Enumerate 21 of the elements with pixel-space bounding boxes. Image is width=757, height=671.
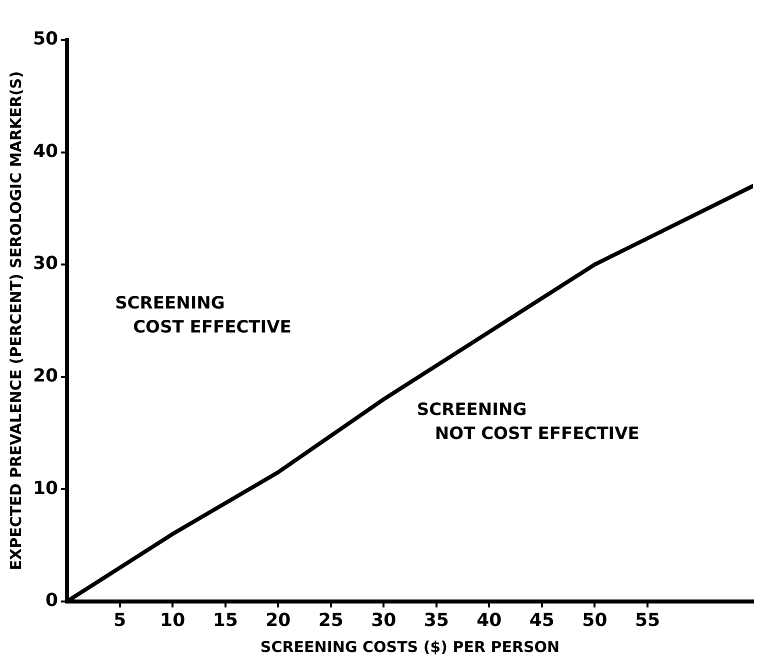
y-axis-title: EXPECTED PREVALENCE (PERCENT) SEROLOGIC MARKER(S) (6, 71, 25, 570)
annotation: SCREENING COST EFFECTIVE (115, 293, 292, 338)
y-tick-label: 20 (32, 366, 58, 387)
y-tick-label: 0 (46, 590, 58, 612)
annotation: SCREENING NOT COST EFFECTIVE (416, 400, 640, 444)
x-tick-label: 5 (114, 610, 126, 631)
x-tick-label: 50 (582, 610, 608, 631)
y-tick-label: 50 (32, 28, 58, 50)
y-tick-label: 30 (32, 253, 58, 274)
x-tick-label: 25 (318, 610, 344, 631)
x-axis-title: SCREENING COSTS ($) PER PERSON (260, 638, 560, 656)
y-tick-label: 10 (32, 478, 58, 499)
x-tick-label: 40 (476, 610, 502, 631)
x-tick-label: 30 (371, 610, 396, 631)
y-tick-label: 40 (32, 140, 58, 162)
x-tick-label: 45 (529, 610, 554, 631)
x-tick-label: 15 (212, 610, 238, 631)
x-tick-label: 10 (160, 610, 186, 631)
x-tick-label: 55 (634, 610, 660, 631)
x-tick-label: 35 (424, 610, 449, 631)
x-tick-label: 20 (266, 610, 291, 631)
